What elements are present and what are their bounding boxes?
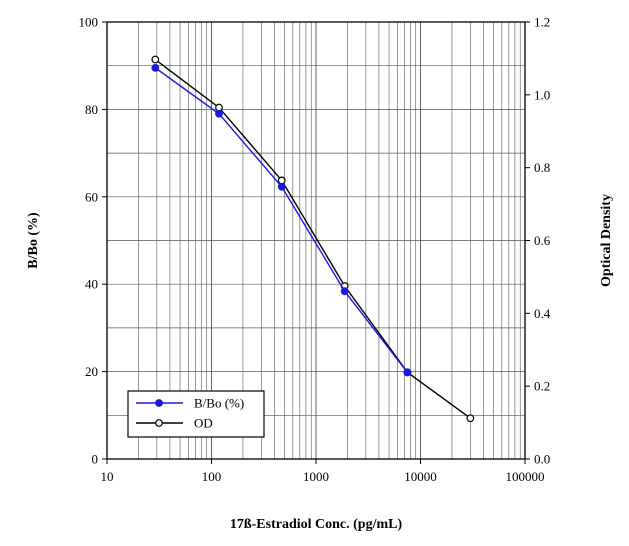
data-point-bbo — [151, 63, 160, 72]
data-point-od — [466, 414, 475, 423]
legend: B/Bo (%) OD — [127, 390, 265, 438]
y-left-tick-label: 100 — [79, 15, 99, 30]
series-line-od — [154, 58, 471, 419]
y-right-tick-label: 1.2 — [534, 15, 550, 30]
y-right-tick-label: 0.4 — [534, 306, 551, 321]
x-axis-title: 17ß-Estradiol Conc. (pg/mL) — [230, 517, 403, 532]
x-tick-label: 10000 — [404, 469, 437, 484]
y-left-tick-label: 80 — [85, 102, 98, 117]
x-tick-label: 100 — [202, 469, 222, 484]
legend-box — [127, 390, 265, 438]
x-tick-label: 1000 — [303, 469, 329, 484]
y-right-tick-label: 0.0 — [534, 452, 550, 467]
y-right-tick-label: 0.2 — [534, 379, 550, 394]
y-left-tick-label: 0 — [92, 452, 99, 467]
data-point-bbo — [403, 368, 412, 377]
data-point-bbo — [215, 109, 223, 118]
x-tick-label: 100000 — [506, 469, 545, 484]
y-left-tick-label: 60 — [85, 189, 98, 204]
x-tick-label: 10 — [101, 469, 114, 484]
legend-marker-bbo — [155, 399, 163, 407]
series — [151, 55, 475, 423]
tick-labels: 10 100 1000 10000 100000 0 20 40 60 80 100 0.0 0.2 0.… — [79, 15, 551, 485]
data-point-bbo — [277, 182, 286, 191]
y-right-tick-label: 0.6 — [534, 233, 551, 248]
series-line-bbo — [154, 67, 408, 373]
legend-marker-od — [155, 419, 163, 427]
y-left-axis-title: B/Bo (%) — [26, 212, 41, 269]
legend-label-bbo: B/Bo (%) — [194, 396, 244, 411]
data-point-od — [151, 55, 160, 64]
y-left-tick-label: 20 — [85, 364, 98, 379]
y-left-tick-label: 40 — [85, 277, 98, 292]
y-right-tick-label: 1.0 — [534, 87, 550, 102]
data-point-bbo — [340, 287, 349, 296]
y-right-tick-label: 0.8 — [534, 160, 550, 175]
legend-label-od: OD — [194, 416, 213, 431]
data-point-od — [277, 176, 286, 185]
y-right-axis-title: Optical Density — [599, 194, 614, 287]
